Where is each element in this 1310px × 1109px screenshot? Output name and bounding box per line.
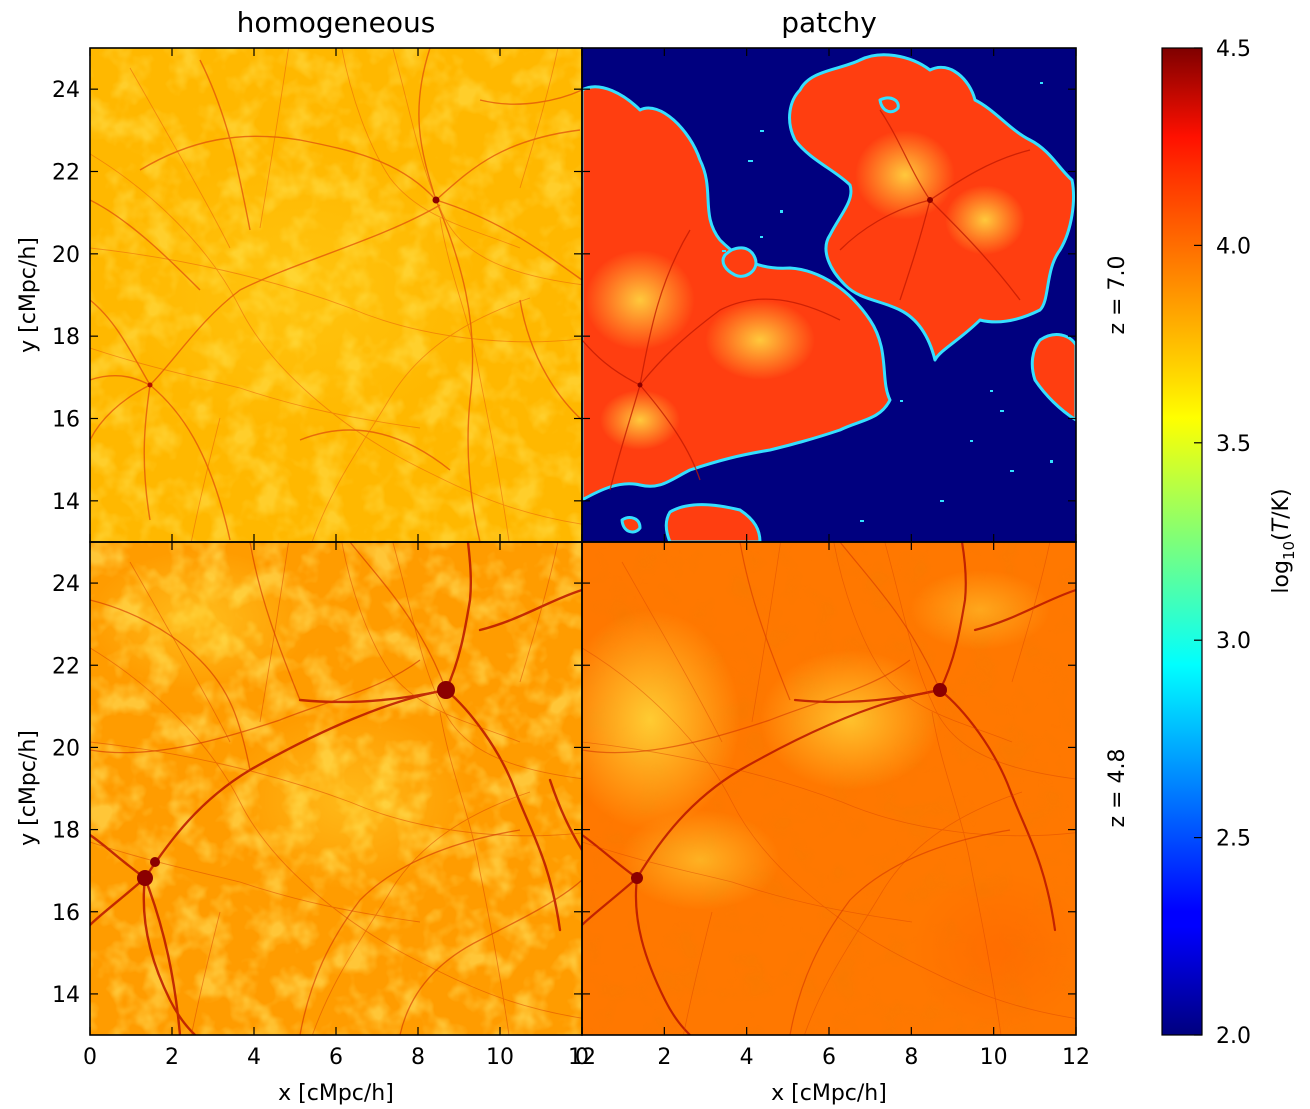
x-tick-label: 4 [247, 1045, 261, 1070]
colorbar: 2.0 2.5 3.0 3.5 4.0 4.5 log10(T/K) [1161, 37, 1298, 1049]
colorbar-tick-label: 3.0 [1216, 629, 1251, 654]
colorbar-tick-label: 4.0 [1216, 234, 1251, 259]
colorbar-label: log10(T/K) [1269, 488, 1298, 593]
x-tick-label: 6 [329, 1045, 343, 1070]
column-title-homogeneous: homogeneous [237, 6, 436, 39]
x-axis-label-right: x [cMpc/h] [771, 1081, 887, 1106]
y-tick-label: 16 [52, 901, 80, 926]
row-label-z7: z = 7.0 [1105, 256, 1130, 335]
panel-patchy-z48 [582, 542, 1076, 1035]
panel-patchy-z7 [582, 48, 1076, 542]
y-tick-label: 18 [52, 819, 80, 844]
y-tick-label: 14 [52, 983, 80, 1008]
x-tick-label: 0 [83, 1045, 97, 1070]
colorbar-tick-label: 2.5 [1216, 827, 1251, 852]
axis-ticks [89, 48, 1077, 1035]
x-tick-label: 12 [568, 1045, 596, 1070]
column-title-patchy: patchy [781, 6, 877, 39]
x-tick-label: 2 [657, 1045, 671, 1070]
y-tick-label: 16 [52, 408, 80, 433]
y-tick-label: 24 [52, 78, 80, 103]
x-tick-label: 2 [165, 1045, 179, 1070]
x-tick-label: 8 [411, 1045, 425, 1070]
x-axis-label-left: x [cMpc/h] [278, 1081, 394, 1106]
panel-homogeneous-z7 [90, 48, 582, 542]
y-tick-label: 18 [52, 325, 80, 350]
panel-homogeneous-z48 [90, 542, 582, 1035]
colorbar-tick-label: 4.5 [1216, 37, 1251, 62]
x-tick-label: 10 [980, 1045, 1008, 1070]
y-tick-label: 22 [52, 654, 80, 679]
x-tick-label: 0 [575, 1045, 589, 1070]
x-tick-label: 6 [822, 1045, 836, 1070]
x-tick-label: 10 [486, 1045, 514, 1070]
x-tick-label: 12 [1062, 1045, 1090, 1070]
y-tick-label: 20 [52, 736, 80, 761]
colorbar-gradient [1161, 47, 1203, 1036]
row-label-z48: z = 4.8 [1105, 749, 1130, 828]
y-tick-label: 22 [52, 161, 80, 186]
tick-labels: 0 2 4 6 8 10 120 2 4 6 8 10 121416182022241416182022… [52, 78, 1090, 1070]
colorbar-tick-label: 2.0 [1216, 1024, 1251, 1049]
y-tick-label: 20 [52, 243, 80, 268]
x-tick-label: 8 [904, 1045, 918, 1070]
y-axis-label-bottom: y [cMpc/h] [16, 730, 41, 846]
y-axis-label-top: y [cMpc/h] [16, 237, 41, 353]
y-tick-label: 24 [52, 572, 80, 597]
colorbar-tick-label: 3.5 [1216, 432, 1251, 457]
y-tick-label: 14 [52, 490, 80, 515]
x-tick-label: 4 [740, 1045, 754, 1070]
